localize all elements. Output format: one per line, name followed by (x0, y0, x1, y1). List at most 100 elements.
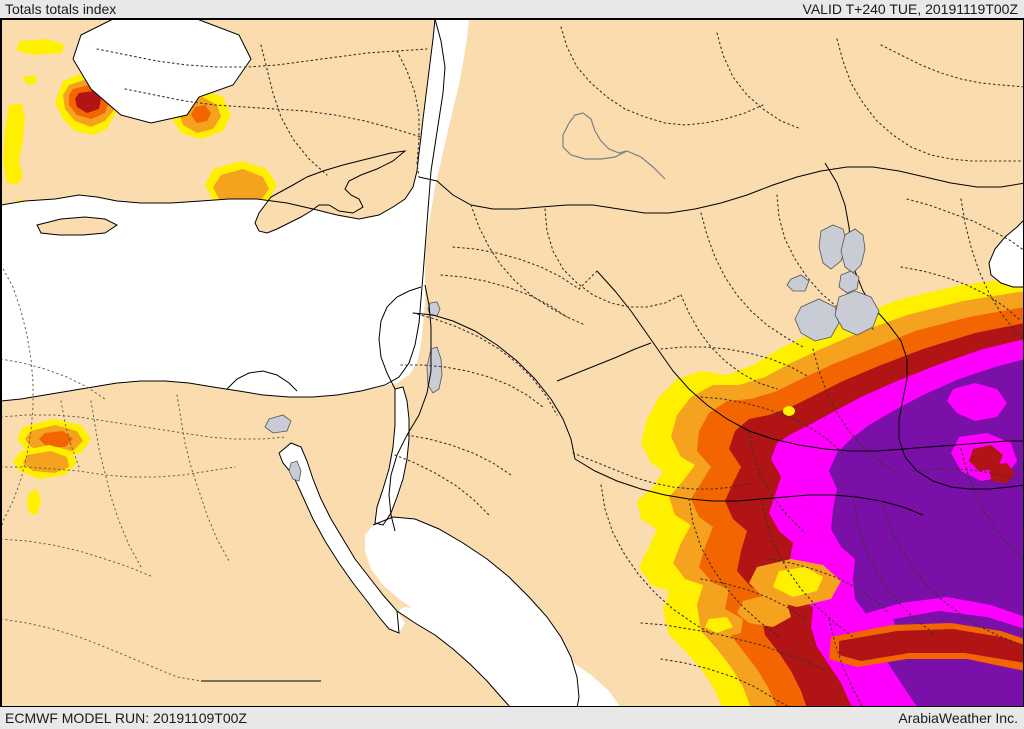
admin-iran-2 (900, 266, 1022, 322)
admin-turkey-4 (396, 50, 420, 178)
lake-qarun (264, 414, 292, 434)
admin-iran-3 (960, 198, 1023, 340)
contour-orange-med (213, 169, 269, 207)
coast-red-sea-west (278, 442, 510, 706)
admin-syria-5 (680, 294, 778, 390)
admin-syria-1 (470, 204, 586, 326)
admin-syria-2 (452, 246, 598, 290)
admin-turkey-5 (560, 26, 764, 126)
river-tigris-euphrates (626, 150, 666, 180)
admin-egypt-6 (1, 618, 202, 682)
sea-persian-gulf (989, 221, 1023, 287)
sea-mediterranean (1, 19, 469, 401)
border-jordan-iraq (556, 342, 652, 382)
contour-magenta-tongue-a (947, 383, 1007, 421)
admin-gulf-5 (660, 658, 789, 706)
admin-gulf-1 (880, 500, 1018, 644)
hydrography-group (264, 112, 848, 482)
river-euphrates (562, 122, 628, 160)
contour-deeporange-libya-a (39, 431, 73, 447)
admin-iraq-4 (700, 396, 844, 454)
admin-turkey-7 (836, 38, 1023, 162)
admin-saudi-3 (688, 498, 780, 638)
island-qatar (838, 270, 860, 294)
admin-saudi-4 (760, 498, 854, 638)
land-aegean-isle-2 (55, 169, 73, 181)
contour-yellow-top-left (17, 39, 65, 55)
admin-egypt-3 (90, 400, 142, 568)
coast-arabia-west (372, 516, 580, 706)
admin-saudi-5 (640, 622, 826, 672)
island-bahrain (840, 228, 866, 274)
admin-saudi-6 (852, 494, 934, 634)
map-header-bar: Totals totals index VALID T+240 TUE, 201… (0, 0, 1024, 18)
coast-black-sea (72, 19, 252, 124)
coast-mediterranean-north (1, 19, 436, 220)
admin-saudi-2 (600, 484, 714, 636)
border-israel-jordan (388, 284, 432, 532)
contour-fill-group (3, 39, 1023, 706)
sea-black (73, 19, 251, 123)
lake-tharthar (794, 298, 840, 342)
contour-yellow-dot-gulf (783, 406, 795, 416)
land-aegean-isle-1 (31, 153, 55, 169)
admin-iraq-1 (700, 212, 804, 348)
contour-yellow-aegean (3, 103, 25, 185)
map-frame (1, 19, 1023, 706)
border-jordan-saudi (412, 312, 576, 460)
lake-assad (568, 112, 628, 154)
contour-darkred-islet-b (989, 463, 1015, 483)
map-footer-bar: ECMWF MODEL RUN: 20191109T00Z ArabiaWeat… (0, 707, 1024, 729)
valid-time-label: VALID T+240 TUE, 20191119T00Z (802, 1, 1018, 17)
coastline-group (1, 19, 1023, 706)
admin-turkey-3 (260, 44, 328, 176)
lake-nasser (288, 460, 302, 482)
map-svg (1, 19, 1023, 706)
admin-jordan-2 (400, 364, 544, 408)
border-syria-iraq (596, 270, 1023, 452)
coast-nile-delta (226, 370, 298, 392)
coast-egypt-north (1, 380, 386, 402)
admin-saudi-1 (572, 452, 754, 490)
land-crete (37, 217, 117, 235)
contour-yellow-island-1 (773, 567, 823, 597)
map-canvas[interactable] (0, 18, 1024, 707)
coast-crete (36, 216, 118, 236)
coast-persian-gulf (988, 220, 1023, 288)
admin-iraq-3 (660, 346, 810, 378)
admin-iraq-5 (812, 348, 898, 474)
coast-levant (384, 19, 446, 386)
admin-egypt-2 (1, 466, 236, 478)
admin-egypt-4 (176, 394, 230, 562)
contour-yellow-libya-c (27, 489, 41, 515)
lake-van (786, 274, 810, 292)
contour-deeporange-antalya (191, 105, 211, 123)
model-run-label: ECMWF MODEL RUN: 20191109T00Z (5, 710, 247, 726)
contour-yellow-island-3 (705, 617, 733, 633)
border-turkey-syria (418, 166, 1023, 214)
admin-egypt-1 (1, 414, 288, 440)
admin-turkey-8 (880, 44, 1023, 88)
admin-gulf-4 (828, 618, 863, 706)
land-cyprus (255, 151, 405, 233)
sea-gulf-suez-mouth (365, 517, 579, 706)
admin-egypt-7 (60, 400, 80, 468)
admin-gulf-2 (768, 558, 890, 614)
lake-urmia (818, 224, 848, 270)
border-egypt-israel (378, 286, 422, 390)
sea-aqaba (375, 387, 409, 525)
page-title: Totals totals index (5, 1, 117, 17)
border-saudi-iraq-kuwait (574, 458, 924, 516)
admin-iran-5 (960, 448, 1023, 560)
contour-darkred-turkey (75, 91, 101, 113)
credit-label: ArabiaWeather Inc. (898, 710, 1018, 726)
island-uae (834, 290, 880, 336)
admin-iran-4 (912, 468, 1022, 482)
contour-orange-island-2 (737, 595, 791, 627)
admin-iraq-6 (748, 430, 804, 532)
coast-cyprus (254, 150, 407, 234)
gulf-islands-group (834, 228, 880, 336)
contour-darkred-finger-a (839, 629, 1023, 663)
admin-syria-3 (440, 274, 568, 318)
